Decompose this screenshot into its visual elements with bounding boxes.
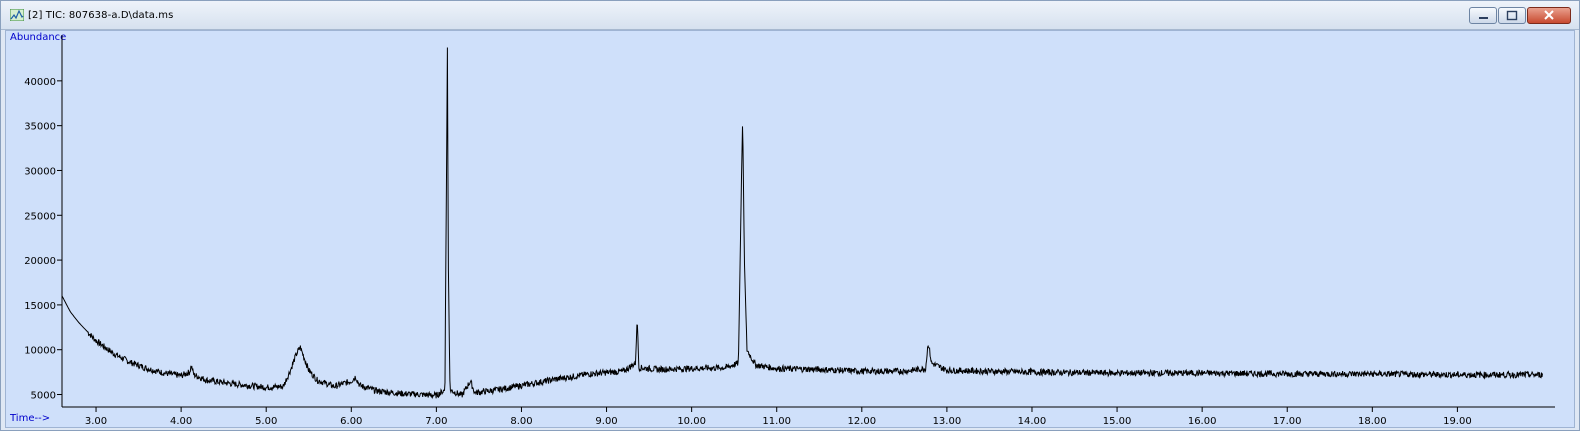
x-axis-ticks: 3.00 4.00 5.00 6.00 7.00 8.00 9.00 10.00 11.00 12… xyxy=(85,407,1472,427)
x-tick-label: 5.00 xyxy=(255,416,277,427)
y-tick-label: 15000 xyxy=(24,301,56,312)
close-icon xyxy=(1544,10,1554,20)
tic-chromatogram-chart: Abundance Time--> 5000 10000 15000 20000 250… xyxy=(9,32,1555,427)
x-tick-label: 13.00 xyxy=(933,416,962,427)
minimize-icon xyxy=(1479,17,1488,19)
x-tick-label: 9.00 xyxy=(595,416,617,427)
x-tick-label: 10.00 xyxy=(677,416,706,427)
tic-trace xyxy=(61,47,1543,400)
minimize-button[interactable] xyxy=(1469,7,1497,24)
x-tick-label: 3.00 xyxy=(85,416,107,427)
plot-area[interactable]: Abundance Time--> 5000 10000 15000 20000 250… xyxy=(5,30,1575,428)
x-tick-label: 18.00 xyxy=(1358,416,1387,427)
x-tick-label: 12.00 xyxy=(847,416,876,427)
title-bar[interactable]: [2] TIC: 807638-a.D\data.ms xyxy=(1,1,1579,30)
y-tick-label: 10000 xyxy=(24,346,56,357)
x-tick-label: 15.00 xyxy=(1103,416,1132,427)
restore-icon xyxy=(1506,10,1518,21)
close-button[interactable] xyxy=(1527,7,1571,24)
restore-button[interactable] xyxy=(1498,7,1526,24)
x-tick-label: 4.00 xyxy=(170,416,192,427)
x-tick-label: 17.00 xyxy=(1273,416,1302,427)
window-title: [2] TIC: 807638-a.D\data.ms xyxy=(28,10,174,21)
y-tick-label: 30000 xyxy=(24,166,56,177)
x-axis-title: Time--> xyxy=(9,413,50,424)
x-tick-label: 8.00 xyxy=(510,416,532,427)
y-tick-label: 35000 xyxy=(24,122,56,133)
y-tick-label: 5000 xyxy=(31,391,56,402)
x-tick-label: 14.00 xyxy=(1018,416,1047,427)
y-axis-title: Abundance xyxy=(10,32,66,43)
y-tick-label: 25000 xyxy=(24,211,56,222)
x-tick-label: 11.00 xyxy=(762,416,791,427)
y-axis-ticks: 5000 10000 15000 20000 25000 30000 35000 40000 xyxy=(24,77,62,402)
x-tick-label: 6.00 xyxy=(340,416,362,427)
y-tick-label: 40000 xyxy=(24,77,56,88)
chromatogram-app-icon xyxy=(10,9,24,21)
y-tick-label: 20000 xyxy=(24,256,56,267)
x-tick-label: 7.00 xyxy=(425,416,447,427)
x-tick-label: 16.00 xyxy=(1188,416,1217,427)
x-tick-label: 19.00 xyxy=(1443,416,1472,427)
